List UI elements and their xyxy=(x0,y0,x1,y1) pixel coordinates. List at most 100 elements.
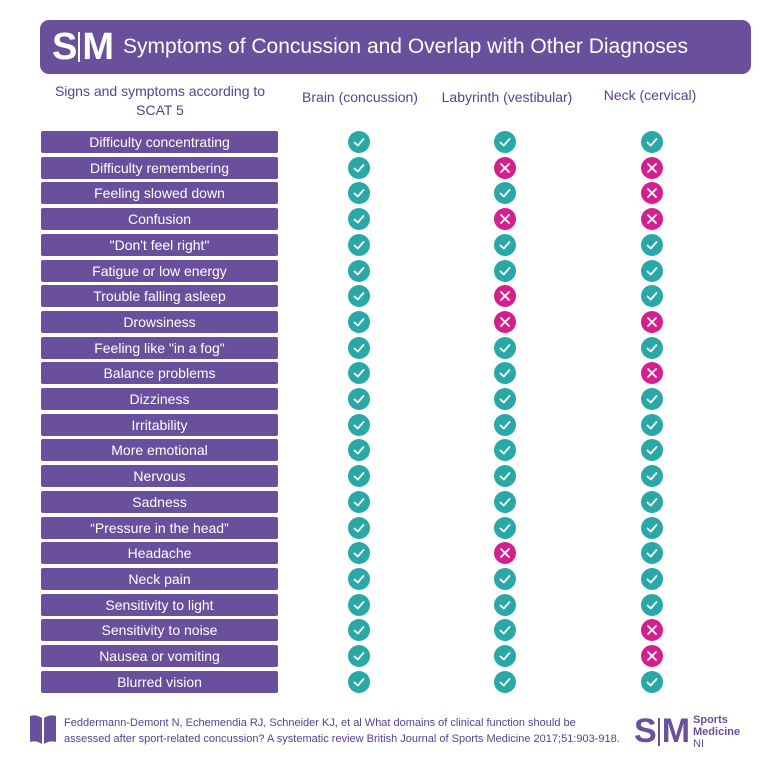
neck-check-icon xyxy=(641,131,663,153)
labyrinth-check-icon xyxy=(494,182,516,205)
logo-text-sports: Sports xyxy=(693,713,728,726)
brain-check-icon xyxy=(348,362,370,385)
labyrinth-check-icon xyxy=(494,259,516,282)
table-row: Neck pain xyxy=(41,567,741,590)
symptom-label: Difficulty concentrating xyxy=(41,131,278,153)
neck-cross-icon xyxy=(641,645,663,667)
symptom-label: Nausea or vomiting xyxy=(41,645,278,667)
table-row: Nausea or vomiting xyxy=(41,645,741,667)
symptom-label: Trouble falling asleep xyxy=(41,285,278,308)
labyrinth-check-icon xyxy=(494,465,516,488)
neck-check-icon xyxy=(641,567,663,590)
column-header-brain: Brain (concussion) xyxy=(302,89,418,105)
neck-check-icon xyxy=(641,516,663,539)
symptom-label: Difficulty remembering xyxy=(41,156,278,179)
labyrinth-check-icon xyxy=(494,388,516,410)
neck-check-icon xyxy=(641,336,663,359)
logo-text-ni: NI xyxy=(693,737,705,750)
labyrinth-check-icon xyxy=(494,619,516,642)
brain-check-icon xyxy=(348,233,370,256)
table-row: Sensitivity to light xyxy=(41,593,741,616)
neck-cross-icon xyxy=(641,208,663,231)
brain-check-icon xyxy=(348,208,370,231)
table-row: Fatigue or low energy xyxy=(41,259,741,282)
citation: Feddermann-Demont N, Echemendia RJ, Schn… xyxy=(64,717,620,745)
symptom-label: Blurred vision xyxy=(41,670,278,693)
symptom-label: "Don't feel right" xyxy=(41,233,278,256)
table-row: Trouble falling asleep xyxy=(41,285,741,308)
neck-cross-icon xyxy=(641,310,663,333)
symptom-label: More emotional xyxy=(41,439,278,462)
labyrinth-cross-icon xyxy=(494,285,516,308)
neck-cross-icon xyxy=(641,156,663,179)
table-row: Difficulty concentrating xyxy=(41,131,741,153)
labyrinth-check-icon xyxy=(494,516,516,539)
symptom-label: Neck pain xyxy=(41,567,278,590)
table-row: Confusion xyxy=(41,208,741,231)
labyrinth-check-icon xyxy=(494,567,516,590)
neck-cross-icon xyxy=(641,619,663,642)
table-row: Difficulty remembering xyxy=(41,156,741,179)
neck-check-icon xyxy=(641,285,663,308)
column-header-neck: Neck (cervical) xyxy=(603,87,697,103)
table-row: Blurred vision xyxy=(41,670,741,693)
brain-check-icon xyxy=(348,259,370,282)
table-row: "Don't feel right" xyxy=(41,233,741,256)
table-row: Sadness xyxy=(41,490,741,513)
brain-check-icon xyxy=(348,182,370,205)
symptom-label: Sensitivity to noise xyxy=(41,619,278,642)
labyrinth-cross-icon xyxy=(494,542,516,565)
labyrinth-check-icon xyxy=(494,439,516,462)
brain-check-icon xyxy=(348,516,370,539)
symptom-label: Fatigue or low energy xyxy=(41,259,278,282)
table-row: Feeling slowed down xyxy=(41,182,741,205)
brain-check-icon xyxy=(348,465,370,488)
column-header-labyrinth: Labyrinth (vestibular) xyxy=(441,89,573,105)
neck-check-icon xyxy=(641,413,663,436)
symptom-label: “Pressure in the head” xyxy=(41,516,278,539)
brain-check-icon xyxy=(348,413,370,436)
symptom-label: Sadness xyxy=(41,490,278,513)
brain-check-icon xyxy=(348,567,370,590)
table-row: Nervous xyxy=(41,465,741,488)
labyrinth-check-icon xyxy=(494,670,516,693)
symptom-label: Nervous xyxy=(41,465,278,488)
labyrinth-cross-icon xyxy=(494,310,516,333)
logo-text-medicine: Medicine xyxy=(693,725,741,738)
table-row: Balance problems xyxy=(41,362,741,385)
symptom-label: Feeling like "in a fog" xyxy=(41,336,278,359)
brain-check-icon xyxy=(348,310,370,333)
table-row: Feeling like "in a fog" xyxy=(41,336,741,359)
neck-check-icon xyxy=(641,593,663,616)
labyrinth-check-icon xyxy=(494,131,516,153)
brain-check-icon xyxy=(348,131,370,153)
brain-check-icon xyxy=(348,670,370,693)
brain-check-icon xyxy=(348,619,370,642)
neck-check-icon xyxy=(641,259,663,282)
symptom-label: Confusion xyxy=(41,208,278,231)
brain-check-icon xyxy=(348,645,370,667)
symptom-label: Sensitivity to light xyxy=(41,593,278,616)
brain-check-icon xyxy=(348,156,370,179)
neck-check-icon xyxy=(641,465,663,488)
table-row: “Pressure in the head” xyxy=(41,516,741,539)
book-icon xyxy=(30,715,56,744)
brain-check-icon xyxy=(348,336,370,359)
labyrinth-check-icon xyxy=(494,490,516,513)
symptom-label: Headache xyxy=(41,542,278,565)
table-row: More emotional xyxy=(41,439,741,462)
column-header-symptoms: Signs and symptoms according to SCAT 5 xyxy=(54,83,266,118)
labyrinth-cross-icon xyxy=(494,156,516,179)
labyrinth-check-icon xyxy=(494,593,516,616)
labyrinth-check-icon xyxy=(494,413,516,436)
table-row: Sensitivity to noise xyxy=(41,619,741,642)
brain-check-icon xyxy=(348,285,370,308)
labyrinth-check-icon xyxy=(494,645,516,667)
symptom-label: Drowsiness xyxy=(41,310,278,333)
neck-check-icon xyxy=(641,490,663,513)
symptom-label: Balance problems xyxy=(41,362,278,385)
neck-check-icon xyxy=(641,542,663,565)
